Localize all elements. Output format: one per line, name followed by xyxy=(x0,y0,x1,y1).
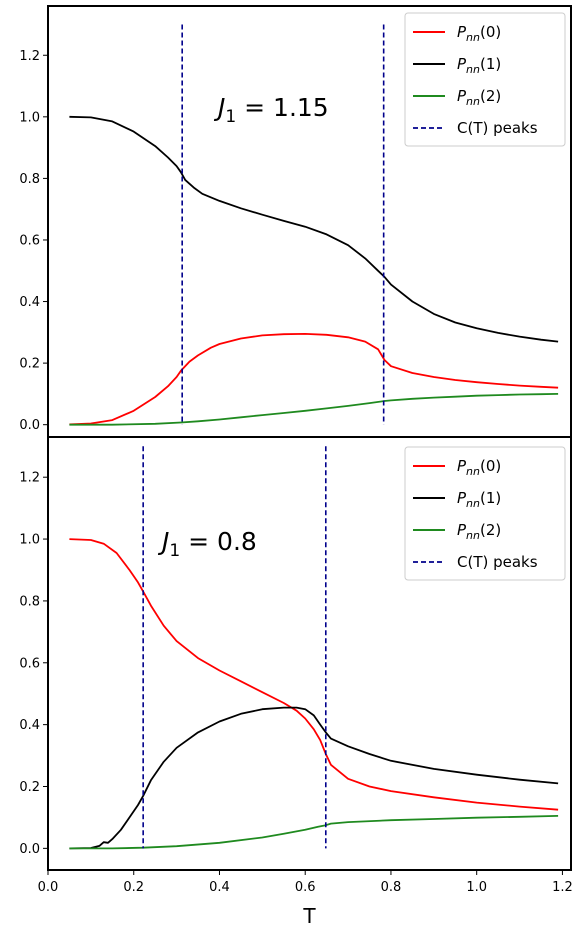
series-line-pnn1 xyxy=(69,706,559,850)
legend-label: Pnn(1) xyxy=(457,489,501,510)
y-tick-label: 0.4 xyxy=(19,718,40,733)
x-tick-label: 0.4 xyxy=(209,880,230,895)
y-tick-label: 0.0 xyxy=(19,842,40,857)
legend-label: Pnn(0) xyxy=(457,23,501,44)
x-tick-label: 0.0 xyxy=(38,880,59,895)
series-line-pnn0 xyxy=(69,538,559,811)
y-tick-label: 0.8 xyxy=(19,594,40,609)
y-tick-label: 0.4 xyxy=(19,295,40,310)
series-line-pnn1 xyxy=(69,115,559,343)
legend: Pnn(0) Pnn(1) Pnn(2) C(T) peaks xyxy=(404,12,566,147)
legend-label: C(T) peaks xyxy=(457,553,538,571)
legend-label: C(T) peaks xyxy=(457,119,538,137)
y-tick-label: 0.2 xyxy=(19,357,40,372)
y-tick-label: 0.6 xyxy=(19,233,40,248)
legend-box xyxy=(404,446,566,581)
x-axis-label: T xyxy=(302,904,316,928)
y-tick-label: 0.8 xyxy=(19,172,40,187)
axes-frame xyxy=(47,436,572,871)
y-tick-label: 1.0 xyxy=(19,110,40,125)
legend-label: Pnn(1) xyxy=(457,55,501,76)
x-tick-label: 0.2 xyxy=(123,880,144,895)
legend-label: Pnn(0) xyxy=(457,457,501,478)
legend: Pnn(0) Pnn(1) Pnn(2) C(T) peaks xyxy=(404,446,566,581)
series-line-pnn2 xyxy=(69,815,559,850)
x-tick-label: 0.6 xyxy=(295,880,316,895)
x-tick-label: 0.8 xyxy=(381,880,402,895)
j1-annotation: J1 = 1.15 xyxy=(213,93,329,127)
legend-box xyxy=(404,12,566,147)
legend-label: Pnn(2) xyxy=(457,87,501,108)
x-tick-label: 1.0 xyxy=(466,880,487,895)
series-line-pnn0 xyxy=(69,333,559,426)
panel-1: 0.00.20.40.60.81.01.2J1 = 1.15Pnn(0)Pnn(… xyxy=(19,5,572,438)
j1-annotation: J1 = 0.8 xyxy=(157,527,257,561)
y-tick-label: 0.6 xyxy=(19,656,40,671)
y-tick-label: 0.0 xyxy=(19,418,40,433)
y-tick-label: 1.2 xyxy=(19,49,40,64)
y-tick-label: 0.2 xyxy=(19,780,40,795)
y-tick-label: 1.2 xyxy=(19,471,40,486)
x-tick-label: 1.2 xyxy=(552,880,572,895)
legend-label: Pnn(2) xyxy=(457,521,501,542)
series-line-pnn2 xyxy=(69,393,559,426)
panel-2: 0.0 0.2 0.4 0.6 0.8 1.0 1.2 0.0 0.2 0.4 0.6 0.8 1.0 1… xyxy=(19,436,572,928)
y-tick-label: 1.0 xyxy=(19,533,40,548)
